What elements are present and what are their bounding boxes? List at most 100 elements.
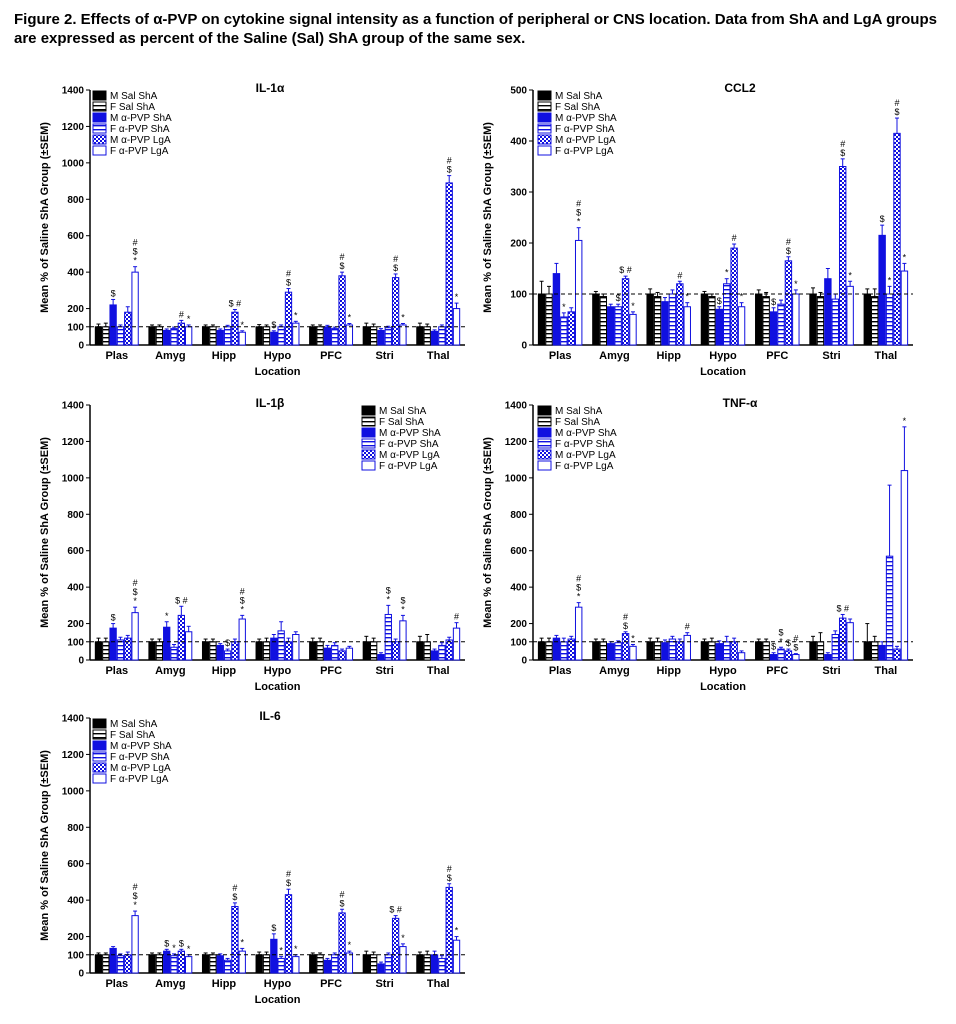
x-tick-label: Plas (105, 665, 128, 677)
significance-mark: $ (225, 638, 230, 648)
bar (102, 326, 110, 346)
bar (185, 631, 193, 661)
bar (102, 641, 110, 661)
bar (163, 329, 171, 346)
bar (201, 954, 210, 974)
legend-swatch (537, 460, 552, 471)
y-tick-label: 600 (67, 231, 84, 242)
bar (185, 326, 193, 346)
bar (537, 293, 546, 346)
significance-mark: * (779, 636, 783, 646)
y-tick-label: 0 (78, 341, 84, 352)
y-tick-label: 1000 (505, 473, 528, 484)
legend-label: M Sal ShA (110, 91, 158, 102)
legend-swatch (361, 438, 376, 449)
significance-mark: $ (133, 247, 138, 257)
y-tick-label: 100 (67, 322, 84, 333)
bar (715, 643, 723, 661)
legend-swatch (361, 405, 376, 416)
significance-mark: * (686, 292, 690, 302)
legend-swatch (92, 751, 107, 762)
significance-mark: # (576, 199, 581, 209)
y-tick-label: 1200 (505, 437, 528, 448)
y-tick-label: 100 (510, 637, 527, 648)
significance-mark: $ # (619, 265, 632, 275)
bar (377, 654, 385, 661)
bar (270, 938, 278, 974)
legend-swatch (92, 145, 107, 156)
x-tick-label: PFC (766, 350, 788, 362)
bar (416, 326, 424, 346)
significance-mark: * (848, 270, 852, 280)
bar (223, 326, 232, 346)
legend-swatch (361, 416, 376, 427)
y-tick-label: 800 (67, 510, 84, 521)
bar (784, 650, 793, 661)
x-tick-label: Amyg (155, 978, 186, 990)
bar (816, 296, 825, 346)
bar (737, 652, 746, 661)
bar (700, 641, 709, 661)
significance-mark: # (340, 252, 345, 262)
bar (723, 641, 731, 661)
bar (537, 641, 546, 661)
significance-mark: # (623, 612, 628, 622)
bar (863, 641, 872, 661)
legend-label: F α-PVP ShA (110, 752, 170, 763)
x-tick-label: Stri (822, 665, 840, 677)
bar (155, 641, 164, 661)
figure-caption: Figure 2. Effects of α-PVP on cytokine s… (14, 11, 937, 47)
legend-swatch (92, 773, 107, 784)
significance-mark: # (447, 156, 452, 166)
bar (445, 639, 453, 661)
bar (177, 614, 186, 661)
significance-mark: * (794, 279, 798, 289)
significance-mark: $ # (229, 298, 242, 308)
x-tick-label: PFC (320, 978, 342, 990)
bar (331, 954, 339, 974)
significance-mark: # (454, 612, 459, 622)
x-tick-label: Amyg (155, 665, 186, 677)
bar (824, 278, 832, 346)
x-tick-label: Stri (375, 978, 393, 990)
x-tick-label: Hipp (212, 978, 237, 990)
significance-mark: * (562, 302, 566, 312)
bar (292, 634, 300, 661)
legend-label: M α-PVP ShA (110, 741, 172, 752)
significance-mark: * (133, 596, 137, 606)
significance-mark: $ (133, 587, 138, 597)
x-tick-label: Thal (875, 665, 898, 677)
bar (762, 641, 770, 661)
legend-label: M α-PVP LgA (110, 763, 171, 774)
bar (629, 313, 637, 346)
bar (809, 641, 817, 661)
legend-label: M α-PVP ShA (110, 113, 172, 124)
bar (109, 627, 117, 661)
y-tick-label: 1000 (62, 158, 85, 169)
x-tick-label: Thal (427, 665, 450, 677)
y-tick-label: 200 (67, 304, 84, 315)
significance-mark: $ (880, 214, 885, 224)
y-tick-label: 200 (510, 239, 527, 250)
significance-mark: $ (179, 938, 184, 948)
significance-mark: * (888, 275, 892, 285)
legend-swatch (537, 427, 552, 438)
bar (94, 954, 103, 974)
bar (629, 645, 637, 661)
bar (148, 954, 156, 974)
significance-mark: # (340, 889, 345, 899)
significance-mark: # (732, 233, 737, 243)
significance-mark: * (172, 943, 176, 953)
bar (377, 963, 385, 974)
bar (216, 329, 224, 346)
bar (109, 947, 117, 974)
x-tick-label: Thal (427, 978, 450, 990)
bar (124, 954, 132, 974)
bar (708, 641, 716, 661)
bar (331, 644, 339, 661)
y-axis-label: Mean % of Saline ShA Group (±SEM) (39, 750, 51, 941)
bar (370, 954, 378, 974)
y-axis-label: Mean % of Saline ShA Group (±SEM) (482, 437, 494, 628)
bar (614, 306, 622, 346)
